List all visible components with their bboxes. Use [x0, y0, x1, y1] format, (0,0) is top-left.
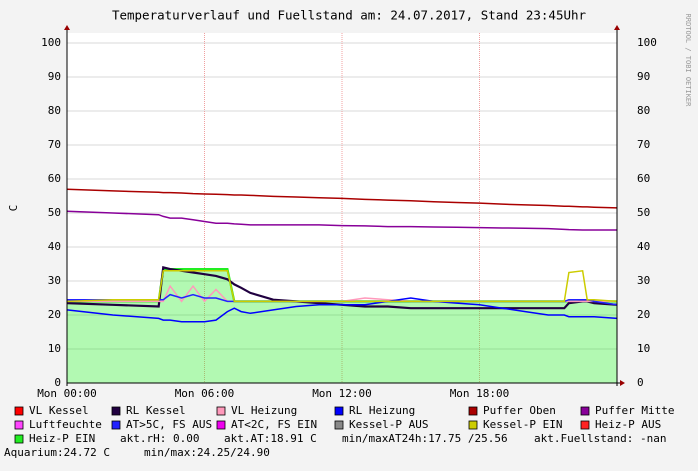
y2-tick-label: 40	[637, 240, 650, 253]
y-tick-label: 40	[48, 240, 61, 253]
y2-arrow	[614, 25, 620, 30]
y-arrow	[64, 25, 70, 30]
x-arrow	[620, 380, 625, 386]
legend-swatch	[14, 406, 24, 416]
legend-label: Heiz-P AUS	[595, 418, 661, 431]
legend: VL Kessel RL Kessel VL Heizung RL Heizung Pu…	[4, 404, 674, 459]
series-line	[66, 297, 618, 323]
y-axis-label: C	[7, 205, 20, 212]
legend-label: AT<2C, FS EIN	[231, 418, 317, 431]
legend-swatch	[468, 406, 478, 416]
legend-label: VL Kessel	[29, 404, 89, 417]
y2-tick-label: 30	[637, 274, 650, 287]
y-tick-label: 0	[54, 376, 61, 389]
legend-label: Kessel-P AUS	[349, 418, 428, 431]
y2-tick-label: 90	[637, 70, 650, 83]
y2-tick-label: 60	[637, 172, 650, 185]
legend-text: Aquarium:24.72 C	[4, 446, 110, 459]
x-tick-label: Mon 12:00	[312, 387, 372, 400]
legend-swatch	[14, 434, 24, 444]
y-tick-label: 90	[48, 70, 61, 83]
legend-label: Luftfeuchte	[29, 418, 102, 431]
legend-text: akt.rH: 0.00	[120, 432, 199, 445]
legend-swatch	[580, 406, 590, 416]
legend-text: min/max:24.25/24.90	[144, 446, 270, 459]
x-tick-label: Mon 06:00	[175, 387, 235, 400]
y2-tick-label: 80	[637, 104, 650, 117]
legend-swatch	[334, 406, 344, 416]
legend-text: akt.AT:18.91 C	[224, 432, 317, 445]
legend-text: min/maxAT24h:17.75 /25.56	[342, 432, 508, 445]
y-tick-label: 30	[48, 274, 61, 287]
y2-tick-label: 10	[637, 342, 650, 355]
legend-swatch	[216, 420, 226, 430]
axes	[64, 25, 625, 386]
legend-swatch	[334, 420, 344, 430]
y2-tick-label: 70	[637, 138, 650, 151]
y-tick-label: 20	[48, 308, 61, 321]
y-tick-label: 10	[48, 342, 61, 355]
y2-tick-label: 20	[637, 308, 650, 321]
series-line	[66, 188, 618, 209]
y2-tick-label: 50	[637, 206, 650, 219]
y-tick-label: 50	[48, 206, 61, 219]
legend-swatch	[111, 406, 121, 416]
legend-label: RL Kessel	[126, 404, 186, 417]
legend-swatch	[14, 420, 24, 430]
legend-label: Puffer Oben	[483, 404, 556, 417]
x-tick-label: Mon 18:00	[450, 387, 510, 400]
legend-label: Kessel-P EIN	[483, 418, 562, 431]
legend-label: VL Heizung	[231, 404, 297, 417]
y2-tick-label: 0	[637, 376, 644, 389]
grid: 0 0 10 10 20 20 30 30 40 40 50 50 60 60 70 70 80 80 90 90 10…	[37, 33, 657, 400]
series-layer	[66, 188, 618, 383]
legend-label: RL Heizung	[349, 404, 415, 417]
y-tick-label: 70	[48, 138, 61, 151]
legend-label: Puffer Mitte	[595, 404, 674, 417]
legend-label: AT>5C, FS AUS	[126, 418, 212, 431]
series-line	[66, 269, 618, 303]
legend-swatch	[216, 406, 226, 416]
legend-label: Heiz-P EIN	[29, 432, 95, 445]
y-tick-label: 80	[48, 104, 61, 117]
x-tick-label: Mon 00:00	[37, 387, 97, 400]
legend-text: akt.Fuellstand: -nan	[534, 432, 666, 445]
series-line	[66, 210, 617, 231]
legend-swatch	[468, 420, 478, 430]
legend-swatch	[580, 420, 590, 430]
watermark: RRDTOOL / TOBI OETIKER	[684, 14, 692, 108]
y-tick-label: 100	[41, 36, 61, 49]
y2-tick-label: 100	[637, 36, 657, 49]
chart-title: Temperaturverlauf und Fuellstand am: 24.…	[112, 8, 587, 23]
y-tick-label: 60	[48, 172, 61, 185]
legend-swatch	[111, 420, 121, 430]
